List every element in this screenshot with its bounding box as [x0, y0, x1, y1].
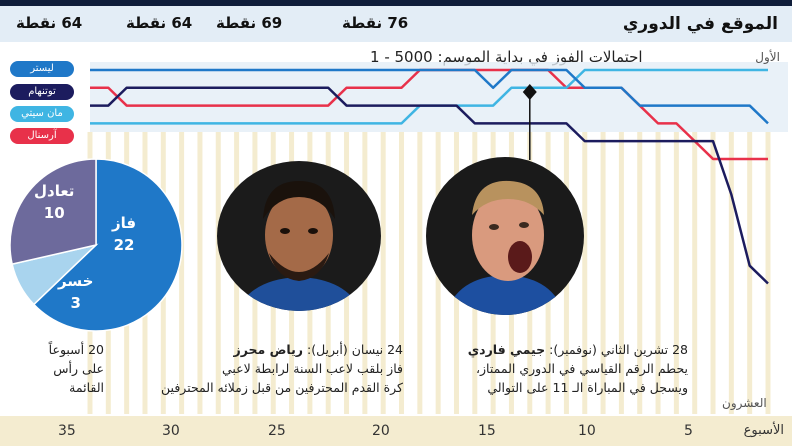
series-line-tottenham — [90, 86, 769, 285]
axis-top-label: الأول — [755, 50, 780, 64]
week-tick-20: 20 — [372, 423, 390, 439]
week-tick-35: 35 — [58, 423, 76, 439]
top-strip — [0, 0, 792, 6]
vardy-marker-diamond — [522, 84, 537, 100]
points-tottenham: 69 نقطة — [216, 14, 283, 32]
pie-slice-draw — [9, 158, 97, 266]
week-tick-5: 5 — [684, 423, 693, 439]
week-axis-band — [0, 416, 792, 446]
pie-label-lost: خسر 3 — [58, 272, 94, 312]
axis-bottom-label: العشرون — [722, 396, 767, 410]
week-axis-label: الأسبوع — [743, 423, 784, 438]
week-tick-10: 10 — [578, 423, 596, 439]
team-label-arsenal: آرسنال — [10, 128, 74, 144]
points-arsenal: 64 نقطة — [126, 14, 193, 32]
mahrez-photo — [217, 161, 381, 311]
vardy-caption: 28 تشرين الثاني (نوفمبر): جيمي فاردي يحط… — [467, 342, 688, 395]
points-band — [0, 6, 792, 42]
team-label-mancity: مان سيتي — [10, 106, 74, 122]
chart-subtitle: احتمالات الفوز في بداية الموسم: 5000 - 1 — [370, 48, 643, 66]
team-label-leicester: ليستر — [10, 61, 74, 77]
mahrez-caption: 24 نيسان (أبريل): رياض محرز فاز بلقب لاع… — [161, 342, 403, 395]
points-leicester: 76 نقطة — [342, 14, 409, 32]
page-title: الموقع في الدوري — [622, 14, 778, 34]
team-label-tottenham: توتنهام — [10, 84, 74, 100]
top-positions-band — [90, 62, 788, 132]
pie-label-draw: تعادل 10 — [34, 182, 75, 222]
week-tick-30: 30 — [162, 423, 180, 439]
series-line-leicester — [90, 68, 769, 125]
pie-slice-won — [32, 158, 183, 332]
points-mancity: 64 نقطة — [16, 14, 83, 32]
weeks-top-caption: 20 أسبوعاً على رأس القائمة — [48, 342, 104, 395]
vardy-photo — [426, 157, 584, 315]
week-tick-15: 15 — [478, 423, 496, 439]
pie-label-won: فاز 22 — [112, 214, 137, 254]
week-tick-25: 25 — [268, 423, 286, 439]
